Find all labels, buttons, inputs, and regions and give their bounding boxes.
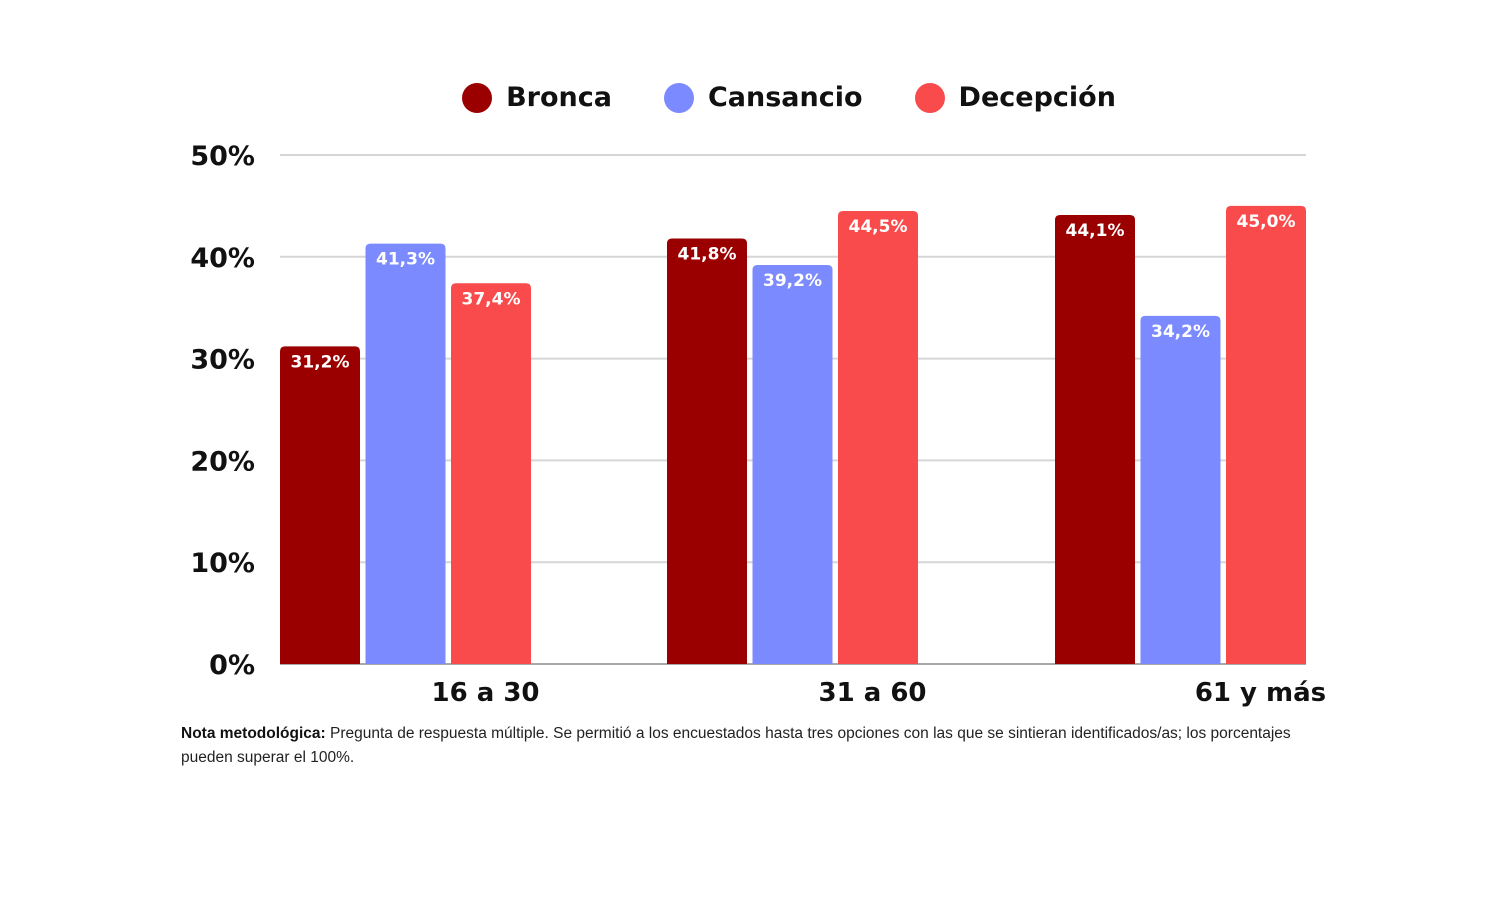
data-label: 37,4% xyxy=(462,289,521,309)
data-label: 44,1% xyxy=(1066,221,1125,241)
note-label: Nota metodológica: xyxy=(181,725,326,742)
bar-decepción xyxy=(838,210,918,665)
legend-label: Bronca xyxy=(506,82,612,113)
bar-bronca xyxy=(667,238,747,664)
bar-bronca xyxy=(280,346,360,664)
data-label: 39,2% xyxy=(763,271,822,291)
methodology-note: Nota metodológica: Pregunta de respuesta… xyxy=(181,722,1301,770)
bar-bronca xyxy=(1055,215,1135,664)
y-tick-label: 40% xyxy=(190,243,255,274)
y-tick-label: 20% xyxy=(190,446,255,477)
legend-item-bronca: Bronca xyxy=(462,82,612,113)
data-label: 31,2% xyxy=(291,352,350,372)
data-label: 44,5% xyxy=(849,217,908,237)
bar-cansancio xyxy=(365,243,446,665)
legend-dot-icon xyxy=(663,82,694,113)
legend-item-decepción: Decepción xyxy=(914,82,1116,113)
legend-item-cansancio: Cansancio xyxy=(663,82,863,113)
data-label: 34,2% xyxy=(1151,322,1210,342)
note-text: Pregunta de respuesta múltiple. Se permi… xyxy=(181,725,1291,766)
bar-cansancio xyxy=(752,264,833,664)
x-tick-label: 61 y más xyxy=(1195,678,1326,708)
bar-decepción xyxy=(451,283,531,664)
y-tick-label: 30% xyxy=(190,345,255,376)
bar-cansancio xyxy=(1140,315,1221,664)
legend-label: Cansancio xyxy=(707,82,863,113)
legend-dot-icon xyxy=(462,82,493,113)
bar-decepción xyxy=(1226,205,1306,664)
data-label: 41,3% xyxy=(376,250,435,270)
legend-dot-icon xyxy=(914,82,945,113)
legend-label: Decepción xyxy=(958,82,1116,113)
data-label: 45,0% xyxy=(1237,212,1296,232)
data-label: 41,8% xyxy=(678,244,737,264)
y-tick-label: 50% xyxy=(190,141,255,172)
y-tick-label: 0% xyxy=(209,650,255,681)
x-tick-label: 31 a 60 xyxy=(818,678,926,708)
y-tick-label: 10% xyxy=(190,548,255,579)
chart-legend: Bronca Cansancio Decepción xyxy=(0,82,1508,113)
x-tick-label: 16 a 30 xyxy=(431,678,539,708)
